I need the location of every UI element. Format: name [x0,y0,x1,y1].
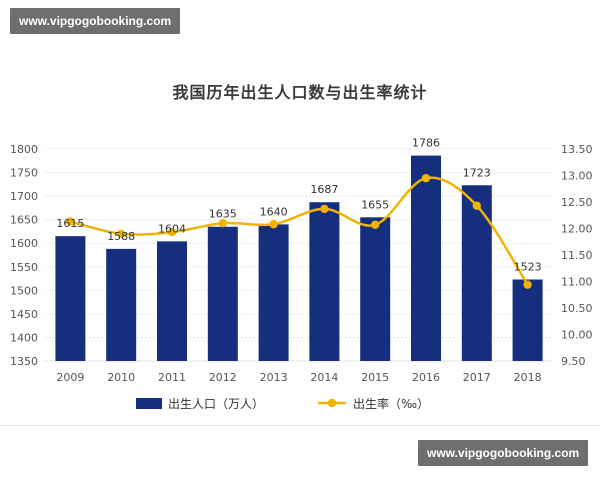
x-tick-label: 2014 [310,371,338,384]
bar [411,155,441,361]
y-right-tick-label: 9.50 [561,355,586,368]
legend-line-marker [327,398,337,408]
birth-rate-point [269,220,278,229]
bar [106,248,137,361]
bar [55,236,86,361]
bar-value-label: 1640 [260,205,288,218]
x-tick-label: 2015 [361,371,389,384]
birth-rate-point [117,229,126,238]
x-tick-label: 2011 [158,371,186,384]
y-left-tick-label: 1400 [10,331,38,344]
y-left-tick-label: 1800 [10,143,38,156]
x-tick-label: 2010 [107,371,135,384]
bar-value-label: 1687 [310,183,338,196]
y-left-tick-label: 1550 [10,261,38,274]
y-left-tick-label: 1500 [10,284,38,297]
y-right-tick-label: 10.00 [561,329,593,342]
x-tick-label: 2013 [260,371,288,384]
birth-rate-point [218,219,227,228]
birth-rate-point [421,173,431,183]
bar [207,226,238,361]
legend-bar-swatch [136,398,162,409]
bar [157,241,187,361]
bar [258,224,289,361]
chart-title: 我国历年出生人口数与出生率统计 [172,83,428,102]
bar-value-label: 1635 [209,208,237,221]
birth-rate-point [523,280,532,289]
y-left-tick-label: 1600 [10,237,38,250]
bar-value-label: 1604 [158,222,186,235]
y-left-tick-label: 1650 [10,214,38,227]
x-tick-label: 2016 [412,371,440,384]
x-tick-label: 2012 [209,371,237,384]
bar [360,217,391,361]
birth-rate-point [66,217,75,226]
bar-value-label: 1615 [56,217,84,230]
bar-value-label: 1588 [107,230,135,243]
x-tick-label: 2017 [463,371,491,384]
bar-value-label: 1523 [514,260,542,273]
bar [512,279,543,361]
y-right-tick-label: 10.50 [561,302,593,315]
x-tick-label: 2018 [514,371,542,384]
bar [461,185,492,361]
birth-rate-point [320,204,329,214]
x-tick-label: 2009 [56,371,84,384]
y-left-tick-label: 1700 [10,190,38,203]
y-right-tick-label: 11.00 [561,276,593,289]
birth-rate-point [167,228,177,237]
legend-line-label: 出生率（‰） [353,396,429,411]
legend-bar-label: 出生人口（万人） [168,397,264,411]
bar-value-label: 1655 [361,198,389,211]
y-right-tick-label: 12.00 [561,223,593,236]
watermark-top: www.vipgogobooking.com [10,8,181,34]
y-left-tick-label: 1450 [10,308,38,321]
y-left-tick-label: 1350 [10,355,38,368]
bar [309,202,340,361]
watermark-bottom: www.vipgogobooking.com [418,440,589,466]
y-right-tick-label: 11.50 [561,249,593,262]
y-right-tick-label: 13.50 [561,143,593,156]
y-left-tick-label: 1750 [10,167,38,180]
y-right-tick-label: 12.50 [561,196,593,209]
bar-value-label: 1786 [412,137,440,150]
y-right-tick-label: 13.00 [561,170,593,183]
divider [0,425,600,426]
birth-rate-point [371,220,380,229]
birth-rate-point [472,201,481,210]
bar-value-label: 1723 [463,166,491,179]
birth-rate-line [70,176,529,286]
